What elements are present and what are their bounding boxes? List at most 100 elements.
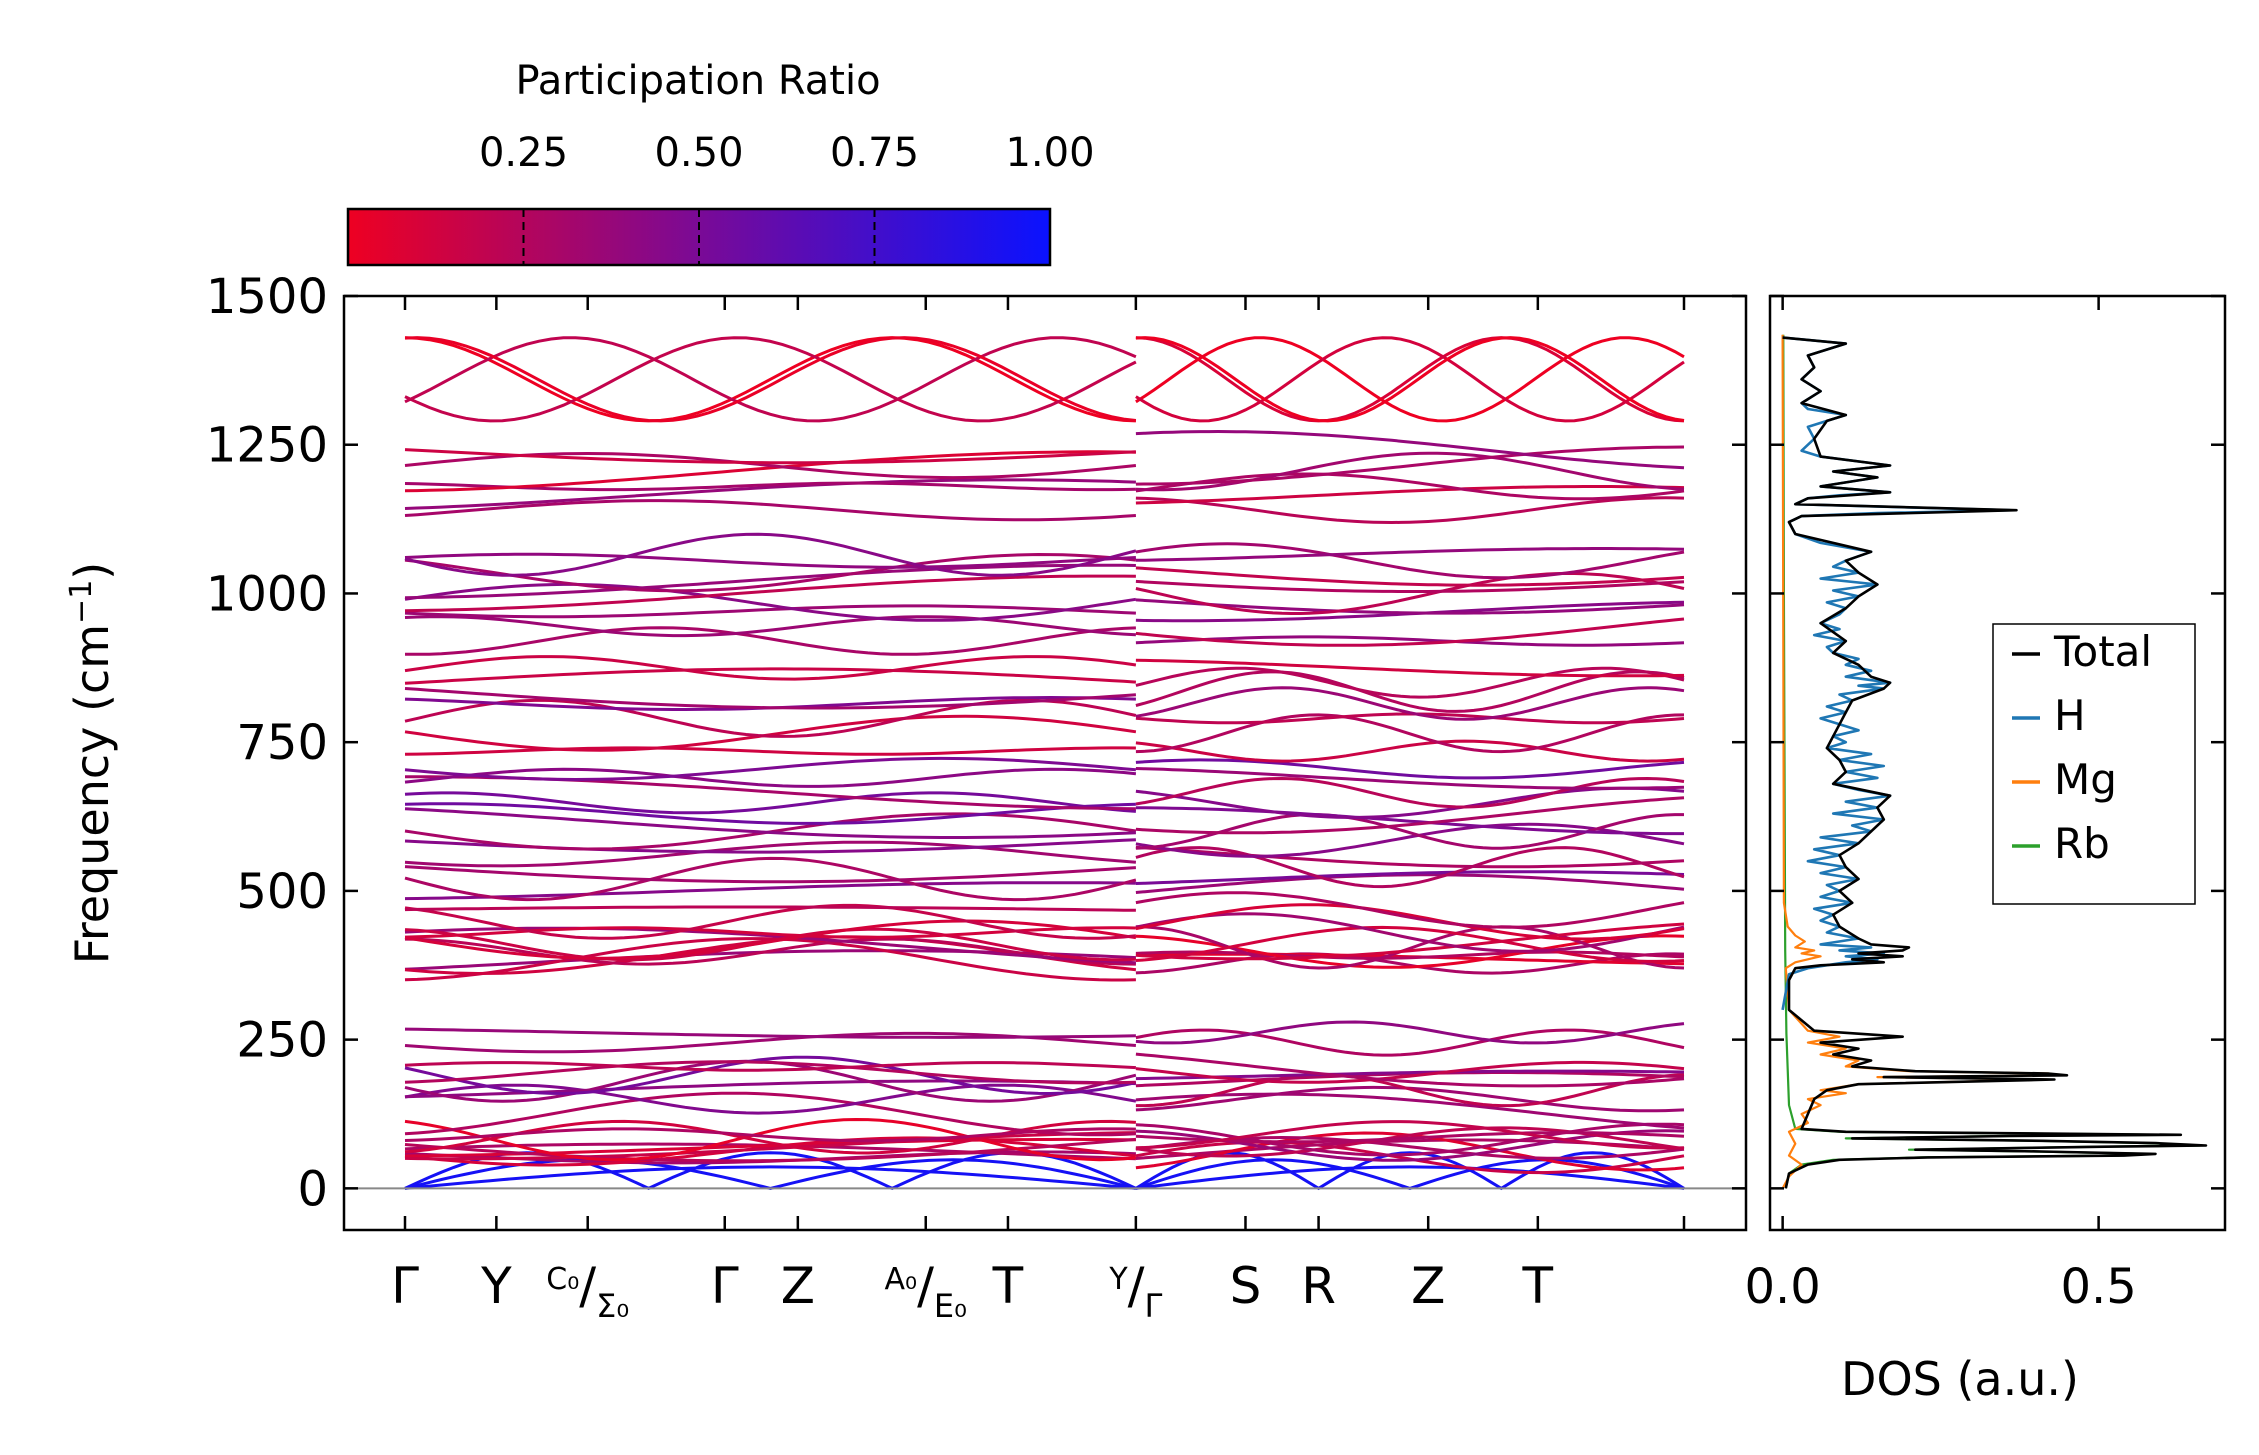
legend-label: Rb — [2054, 819, 2110, 868]
phonon-band — [1135, 903, 1685, 941]
colorbar-tick-label: 0.75 — [830, 130, 919, 176]
x-tick-label: T — [992, 1257, 1024, 1315]
phonon-band — [1135, 635, 1685, 647]
phonon-band — [1135, 713, 1685, 754]
x-tick-label: Y/Γ — [1108, 1257, 1162, 1325]
x-tick-label: T — [1522, 1257, 1554, 1315]
phonon-band — [1135, 617, 1685, 647]
phonon-band — [404, 626, 1136, 656]
phonon-band — [404, 807, 1136, 839]
frequency-axis: 0 250 500 750 1000 1250 1500 — [206, 269, 1746, 1217]
phonon-band — [404, 802, 1136, 825]
phonon-band — [404, 552, 1137, 593]
phonon-band — [1135, 950, 1685, 960]
phonon-band — [1135, 1120, 1685, 1150]
phonon-band — [1135, 1052, 1685, 1088]
phonon-band — [404, 532, 1137, 577]
phonon-band — [1135, 336, 1685, 423]
x-tick-label: S — [1230, 1257, 1262, 1315]
phonon-band — [1135, 925, 1685, 963]
phonon-band — [1135, 1060, 1685, 1084]
phonon-band — [404, 1091, 1136, 1137]
phonon-band — [404, 865, 1136, 884]
phonon-band — [1135, 712, 1685, 725]
phonon-band — [404, 604, 1136, 619]
colorbar: Participation Ratio 0.25 0.50 0.75 1.00 — [346, 58, 1095, 267]
phonon-band — [1135, 542, 1685, 580]
phonon-band — [404, 1083, 1137, 1115]
phonon-band — [404, 937, 1136, 966]
phonon-band — [1135, 1028, 1685, 1057]
dos-x-tick-label: 0.5 — [2060, 1259, 2136, 1315]
y-tick-label: 1000 — [206, 566, 328, 622]
phonon-band — [1135, 579, 1685, 593]
phonon-band — [1135, 336, 1685, 423]
phonon-band — [1135, 912, 1685, 953]
phonon-band — [404, 582, 1137, 622]
legend-label: Mg — [2054, 755, 2117, 804]
x-tick-label: Γ — [391, 1257, 419, 1315]
y-tick-label: 1500 — [206, 269, 328, 325]
colorbar-ticks: 0.25 0.50 0.75 1.00 — [479, 130, 1095, 265]
dos-plot-frame — [1768, 294, 2227, 1232]
colorbar-tick-label: 1.00 — [1005, 130, 1094, 176]
phonon-band — [404, 574, 1136, 613]
x-tick-label: R — [1301, 1257, 1336, 1315]
phonon-band — [404, 1117, 1137, 1162]
colorbar-tick-label: 0.25 — [479, 130, 568, 176]
phonon-band — [404, 655, 1137, 681]
phonon-band — [404, 552, 1136, 569]
phonon-band — [404, 756, 1137, 782]
phonon-band — [1135, 451, 1685, 492]
dos-panel: 0.0 0.5 DOS (a.u.) Total H Mg Rb — [1744, 294, 2227, 1406]
frequency-axis-label: Frequency (cm−1) — [64, 562, 119, 965]
phonon-band — [1135, 336, 1685, 423]
phonon-band — [404, 791, 1137, 815]
colorbar-tick-label: 0.50 — [654, 130, 743, 176]
phonon-band — [1135, 870, 1685, 885]
x-tick-label: Z — [781, 1257, 815, 1315]
phonon-band — [404, 1061, 1136, 1072]
dos-axis-label: DOS (a.u.) — [1841, 1352, 2079, 1406]
phonon-band — [404, 336, 1137, 423]
dos-axes: 0.0 0.5 — [1744, 294, 2225, 1315]
phonon-band — [404, 840, 1137, 868]
dos-curve-total — [1782, 336, 2208, 1189]
phonon-band — [404, 767, 1137, 788]
x-tick-label: Z — [1411, 1257, 1445, 1315]
phonon-band — [1135, 813, 1684, 850]
phonon-band — [1135, 658, 1685, 678]
phonon-band — [404, 336, 1136, 423]
phonon-band — [404, 937, 1136, 982]
phonon-band — [1135, 566, 1685, 587]
phonon-band — [1135, 796, 1685, 835]
phonon-band — [1135, 922, 1685, 961]
legend-label: Total — [2053, 627, 2152, 676]
phonon-band — [404, 856, 1137, 902]
phonon-band — [404, 714, 1137, 752]
phonon-band — [1135, 496, 1685, 525]
phonon-band — [1135, 547, 1685, 562]
phonon-band — [1135, 758, 1685, 780]
phonon-band — [1135, 485, 1685, 505]
phonon-band — [1135, 1020, 1685, 1045]
dos-curves — [1781, 334, 2208, 1189]
phonon-bands — [404, 336, 1685, 1191]
phonon-band — [1135, 776, 1685, 809]
band-plot-frame — [342, 294, 1748, 1232]
phonon-band — [404, 1131, 1136, 1161]
phonon-band — [1135, 1069, 1685, 1081]
phonon-band — [1135, 666, 1685, 699]
phonon-band — [1135, 891, 1685, 929]
legend-box — [1992, 623, 2196, 905]
phonon-band — [404, 615, 1136, 638]
phonon-band — [1135, 846, 1685, 889]
dos-x-tick-label: 0.0 — [1744, 1259, 1820, 1315]
phonon-band — [404, 1127, 1136, 1143]
phonon-band — [404, 1060, 1136, 1085]
phonon-band — [405, 775, 1136, 811]
phonon-band — [1135, 1073, 1685, 1108]
phonon-band — [1135, 445, 1685, 486]
